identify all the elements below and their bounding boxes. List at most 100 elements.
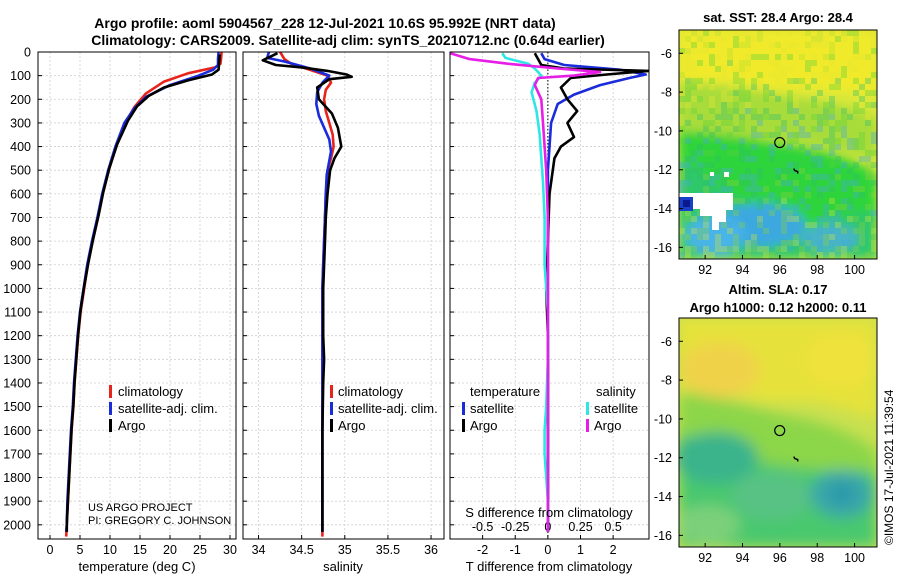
sst-pixel <box>853 54 859 60</box>
sst-pixel <box>817 252 823 258</box>
sst-pixel <box>781 48 787 54</box>
sst-pixel <box>775 132 781 138</box>
sst-pixel <box>709 84 715 90</box>
sst-pixel <box>679 138 685 144</box>
sst-pixel <box>679 252 685 258</box>
sst-pixel <box>811 102 817 108</box>
sst-pixel <box>709 96 715 102</box>
sst-pixel <box>835 156 841 162</box>
sst-pixel <box>853 90 859 96</box>
sst-pixel <box>805 192 811 198</box>
sst-pixel <box>829 84 835 90</box>
y-tick-label: 1500 <box>3 400 31 414</box>
map-y-tick-label: -8 <box>661 374 672 388</box>
legend-swatch-argo <box>109 419 112 432</box>
sst-pixel <box>781 234 787 240</box>
sst-pixel <box>685 138 691 144</box>
sst-pixel <box>829 78 835 84</box>
sst-pixel <box>679 180 685 186</box>
sst-pixel <box>829 162 835 168</box>
sst-pixel <box>769 72 775 78</box>
sst-pixel <box>805 222 811 228</box>
map-y-tick-label: -16 <box>654 529 672 543</box>
sst-pixel <box>811 222 817 228</box>
temperature-legend: climatology satellite-adj. clim. Argo <box>109 384 218 433</box>
sst-pixel <box>841 36 847 42</box>
sst-pixel <box>853 174 859 180</box>
sst-map-frame <box>678 29 878 260</box>
sst-pixel <box>865 90 871 96</box>
sst-pixel <box>859 234 865 240</box>
sst-pixel <box>859 240 865 246</box>
sst-pixel <box>697 78 703 84</box>
sst-pixel <box>751 36 757 42</box>
x-tick-label: -1 <box>510 543 521 557</box>
legend-label-sal-satellite: satellite <box>594 401 638 416</box>
sst-pixel <box>811 174 817 180</box>
sst-pixel <box>829 150 835 156</box>
sst-pixel <box>697 114 703 120</box>
sst-pixel-texture <box>679 30 877 259</box>
figure-title-line2: Climatology: CARS2009. Satellite-adj cli… <box>91 32 605 48</box>
sst-pixel <box>853 36 859 42</box>
x-tick-label: 30 <box>223 543 237 557</box>
difference-lines <box>450 52 649 532</box>
sst-pixel <box>691 60 697 66</box>
sst-pixel <box>739 90 745 96</box>
legend-swatch-climatology <box>330 385 333 398</box>
sst-pixel <box>715 114 721 120</box>
sla-map-frame <box>678 317 878 548</box>
map-x-tick-label: 100 <box>844 263 865 277</box>
sst-pixel <box>721 168 727 174</box>
sst-pixel <box>751 132 757 138</box>
sst-pixel <box>817 162 823 168</box>
sst-pixel <box>847 168 853 174</box>
sst-pixel <box>793 102 799 108</box>
sst-pixel <box>871 162 877 168</box>
map-x-tick-label: 94 <box>736 551 750 565</box>
sst-pixel <box>709 252 715 258</box>
sst-pixel <box>829 186 835 192</box>
sst-pixel <box>871 138 877 144</box>
salinity-xlabel: salinity <box>323 559 363 574</box>
sst-pixel <box>763 210 769 216</box>
sst-pixel <box>751 156 757 162</box>
sst-pixel <box>811 96 817 102</box>
sst-pixel <box>733 90 739 96</box>
sst-pixel <box>733 240 739 246</box>
sst-pixel <box>823 216 829 222</box>
sst-pixel <box>733 180 739 186</box>
x2-tick-label: -0.25 <box>501 520 530 534</box>
sst-pixel <box>679 90 685 96</box>
sst-pixel <box>817 42 823 48</box>
sst-pixel <box>817 144 823 150</box>
sst-pixel <box>691 156 697 162</box>
sst-pixel <box>721 102 727 108</box>
sst-pixel <box>817 36 823 42</box>
sst-pixel <box>697 144 703 150</box>
sst-map-panel: sat. SST: 28.4 Argo: 28.4 92 94 96 98 100 -6 -… <box>654 10 878 277</box>
sst-pixel <box>859 186 865 192</box>
sst-pixel <box>841 162 847 168</box>
temperature-ticks: 0100200300400500600700800900100011001200… <box>3 46 237 558</box>
temperature-panel-frame <box>37 51 237 540</box>
sst-pixel <box>697 132 703 138</box>
sst-pixel <box>859 108 865 114</box>
series-line-salinity-argo <box>450 52 602 532</box>
sst-pixel <box>835 126 841 132</box>
sst-pixel <box>865 204 871 210</box>
sst-pixel <box>811 114 817 120</box>
sst-pixel <box>739 84 745 90</box>
sst-pixel <box>841 252 847 258</box>
sst-pixel <box>823 240 829 246</box>
difference-panel-frame <box>449 51 650 540</box>
sst-pixel <box>853 216 859 222</box>
sst-pixel <box>715 234 721 240</box>
sst-pixel <box>805 66 811 72</box>
sst-pixel <box>757 204 763 210</box>
imos-credit: ©IMOS 17-Jul-2021 11:39:54 <box>882 389 896 545</box>
sst-pixel <box>685 66 691 72</box>
sst-pixel <box>733 30 739 36</box>
sst-pixel <box>841 246 847 252</box>
sst-pixel <box>829 48 835 54</box>
